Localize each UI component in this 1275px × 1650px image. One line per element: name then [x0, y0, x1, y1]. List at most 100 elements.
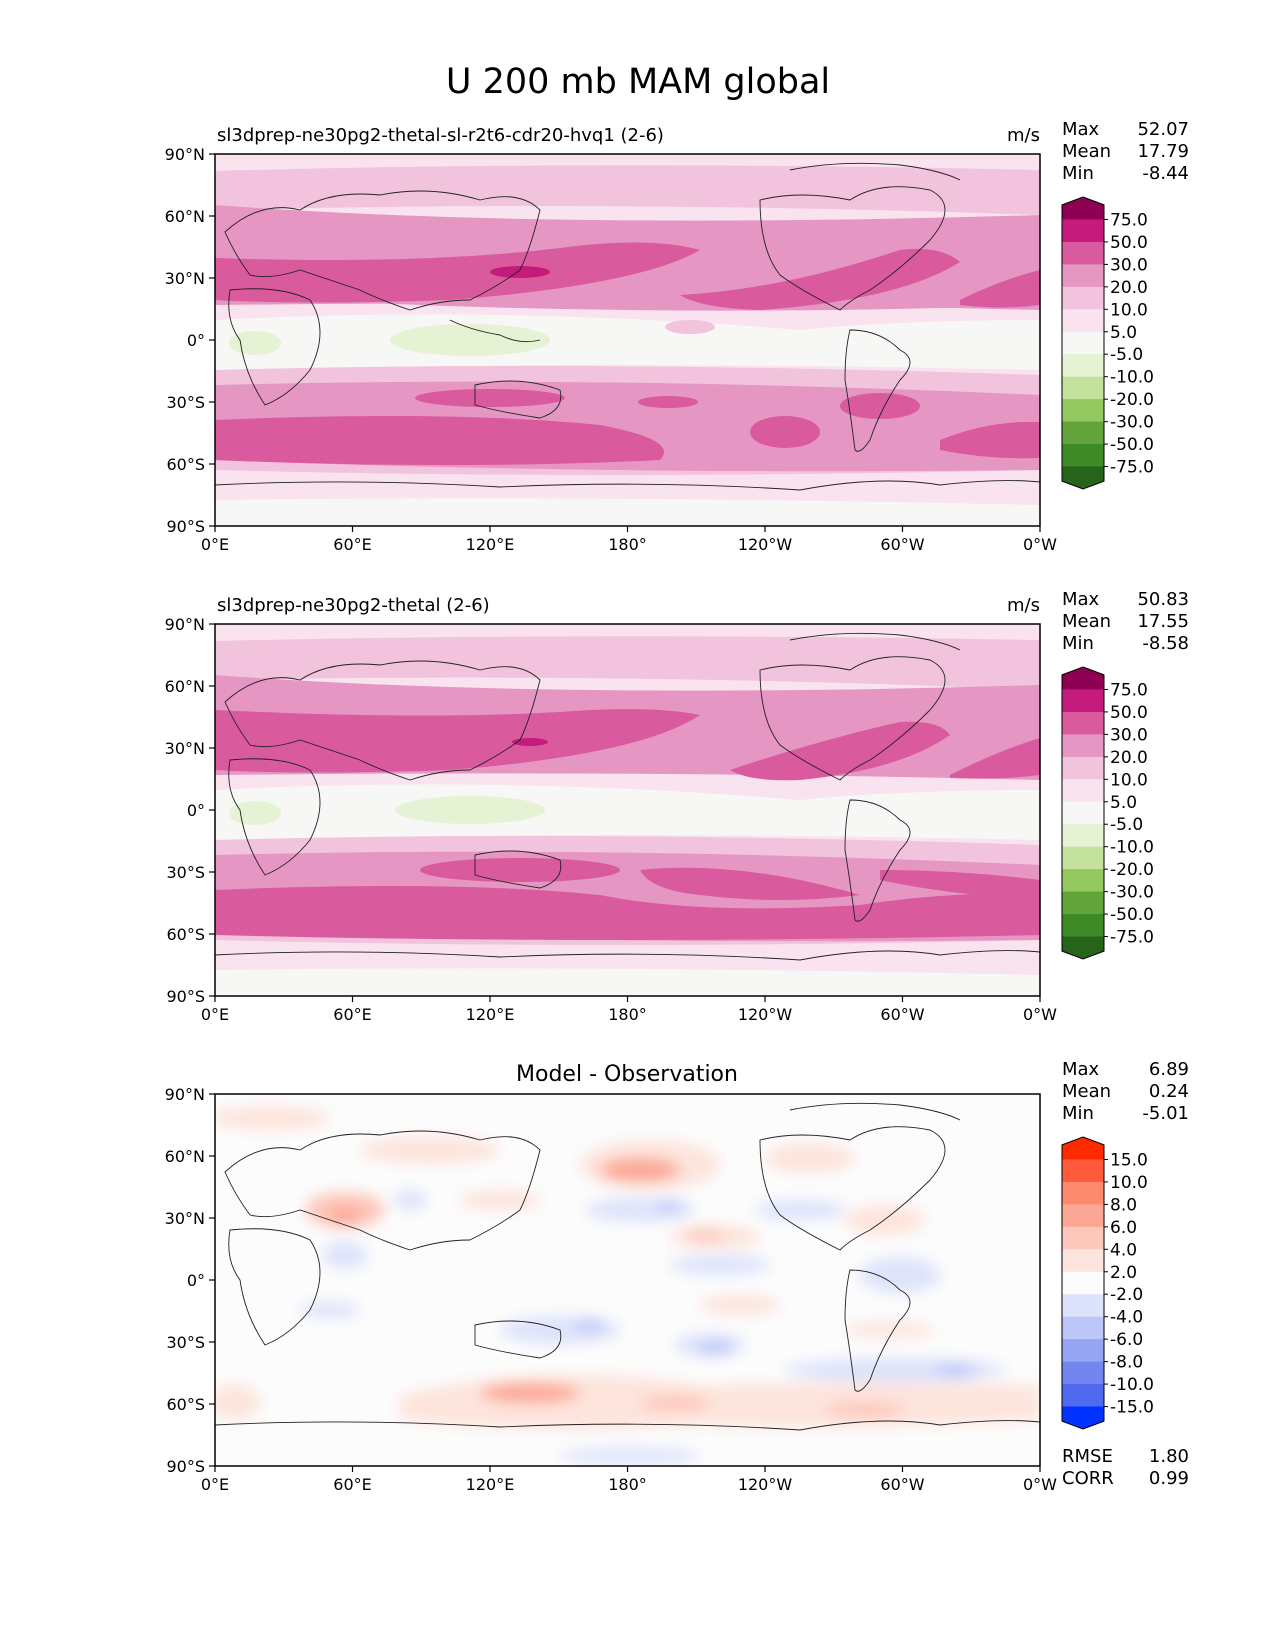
colorbar-segment — [1062, 667, 1104, 690]
colorbar-segment — [1062, 421, 1104, 445]
colorbar-tick-label: -10.0 — [1110, 838, 1154, 858]
stat-min-value: -5.01 — [1142, 1103, 1189, 1124]
stat-min-label: Min — [1062, 163, 1094, 184]
colorbar-segment — [1062, 1406, 1104, 1429]
colorbar-tick-label: 30.0 — [1110, 255, 1148, 275]
colorbar-segment — [1062, 197, 1104, 220]
stat-mean-value: 0.24 — [1149, 1081, 1189, 1102]
colorbar-segment — [1062, 1249, 1104, 1273]
stat-corr-label: CORR — [1062, 1468, 1114, 1489]
stat-corr-value: 0.99 — [1149, 1468, 1189, 1489]
colorbar-segment — [1062, 1294, 1104, 1318]
colorbar-tick-label: 10.0 — [1110, 1173, 1148, 1193]
stats-block: Max 6.89 Mean 0.24 Min -5.01 — [1062, 1059, 1189, 1124]
axis-group: 90°N 60°N 30°N 0° 30°S 60°S 90°S0°E 60°E 120°E 18… — [165, 615, 1058, 1024]
y-tick-label: 90°N — [165, 1085, 205, 1104]
x-tick-label: 0°E — [201, 535, 229, 554]
coastlines-2 — [215, 632, 1040, 961]
colorbar-segment — [1062, 309, 1104, 333]
panel-1: sl3dprep-ne30pg2-thetal-sl-r2t6-cdr20-hv… — [165, 119, 1189, 554]
colorbar-outline — [1061, 666, 1105, 960]
y-tick-label: 90°N — [165, 615, 205, 634]
colorbar-tick-label: 6.0 — [1110, 1218, 1137, 1238]
stat-max-label: Max — [1062, 119, 1100, 140]
colorbar-segment — [1062, 756, 1104, 780]
colorbar-tick-label: 2.0 — [1110, 1263, 1137, 1283]
figure-title: U 200 mb MAM global — [446, 62, 830, 102]
stat-mean-value: 17.55 — [1137, 611, 1189, 632]
x-tick-label: 0°E — [201, 1475, 229, 1494]
x-tick-label: 60°W — [880, 1005, 924, 1024]
colorbar-segment — [1062, 354, 1104, 378]
x-tick-label: 0°E — [201, 1005, 229, 1024]
x-tick-label: 120°W — [738, 1005, 793, 1024]
colorbar-tick-label: -10.0 — [1110, 368, 1154, 388]
x-tick-label: 60°W — [880, 535, 924, 554]
y-tick-label: 30°S — [166, 393, 205, 412]
panel-subtitle-center: Model - Observation — [516, 1062, 738, 1087]
colorbar-segment — [1062, 241, 1104, 265]
colorbar-tick-label: -8.0 — [1110, 1353, 1143, 1373]
y-tick-label: 60°S — [166, 1395, 205, 1414]
x-tick-label: 180° — [608, 535, 647, 554]
x-tick-label: 120°W — [738, 535, 793, 554]
axis-group: 90°N 60°N 30°N 0° 30°S 60°S 90°S0°E 60°E 120°E 18… — [165, 1085, 1058, 1494]
map-field-1 — [215, 154, 1040, 526]
stat-max-value: 52.07 — [1137, 119, 1189, 140]
y-tick-label: 0° — [187, 331, 205, 350]
colorbar-tick-label: -4.0 — [1110, 1308, 1143, 1328]
colorbar-segment — [1062, 1137, 1104, 1160]
colorbar-tick-label: 15.0 — [1110, 1150, 1148, 1170]
coastlines-3 — [215, 1102, 1040, 1431]
colorbar-segment — [1062, 219, 1104, 243]
y-tick-label: 60°N — [165, 1147, 205, 1166]
x-tick-label: 0°W — [1023, 1005, 1057, 1024]
y-tick-label: 0° — [187, 801, 205, 820]
x-tick-label: 120°E — [466, 1475, 515, 1494]
colorbar-tick-label: -30.0 — [1110, 413, 1154, 433]
colorbar-segment — [1062, 444, 1104, 468]
panel-subtitle-left: sl3dprep-ne30pg2-thetal (2-6) — [217, 595, 490, 616]
colorbar-segment — [1062, 286, 1104, 310]
colorbar-tick-label: 10.0 — [1110, 770, 1148, 790]
stat-mean-value: 17.79 — [1137, 141, 1189, 162]
colorbar-tick-label: 5.0 — [1110, 323, 1137, 343]
x-tick-label: 60°E — [333, 1005, 371, 1024]
colorbar-tick-label: 20.0 — [1110, 748, 1148, 768]
x-tick-label: 180° — [608, 1475, 647, 1494]
colorbar-tick-label: 50.0 — [1110, 703, 1148, 723]
colorbar-segment — [1062, 399, 1104, 423]
colorbar-tick-label: 50.0 — [1110, 233, 1148, 253]
colorbar-segment — [1062, 846, 1104, 870]
y-tick-label: 90°S — [166, 987, 205, 1006]
colorbar-segment — [1062, 936, 1104, 959]
colorbar-tick-label: 5.0 — [1110, 793, 1137, 813]
colorbar-tick-label: -5.0 — [1110, 815, 1143, 835]
colorbar-tick-label: 30.0 — [1110, 725, 1148, 745]
stat-min-value: -8.44 — [1142, 163, 1189, 184]
colorbar-segment — [1062, 376, 1104, 400]
y-tick-label: 30°S — [166, 863, 205, 882]
y-tick-label: 30°N — [165, 269, 205, 288]
colorbar-tick-label: -30.0 — [1110, 883, 1154, 903]
map-field-3 — [215, 1094, 1040, 1466]
x-tick-label: 60°E — [333, 1475, 371, 1494]
colorbar-tick-label: -75.0 — [1110, 928, 1154, 948]
colorbar-outline — [1061, 1136, 1105, 1430]
colorbar-segment — [1062, 711, 1104, 735]
colorbar-tick-label: 20.0 — [1110, 278, 1148, 298]
stat-min-label: Min — [1062, 633, 1094, 654]
stat-rmse-label: RMSE — [1062, 1446, 1113, 1467]
colorbar-segment — [1062, 914, 1104, 938]
colorbar-segment — [1062, 891, 1104, 915]
stat-min-label: Min — [1062, 1103, 1094, 1124]
stat-mean-label: Mean — [1062, 611, 1111, 632]
x-tick-label: 120°E — [466, 1005, 515, 1024]
colorbar-segment — [1062, 1271, 1104, 1295]
colorbar-segment — [1062, 1384, 1104, 1408]
stats-block: Max 52.07 Mean 17.79 Min -8.44 — [1062, 119, 1189, 184]
colorbar-tick-label: -50.0 — [1110, 905, 1154, 925]
stat-rmse-value: 1.80 — [1149, 1446, 1189, 1467]
colorbar: 15.0 10.08.0 6.04.0 2.0-2.0 -4.0-6.0 -8.0-10.… — [1061, 1136, 1154, 1430]
